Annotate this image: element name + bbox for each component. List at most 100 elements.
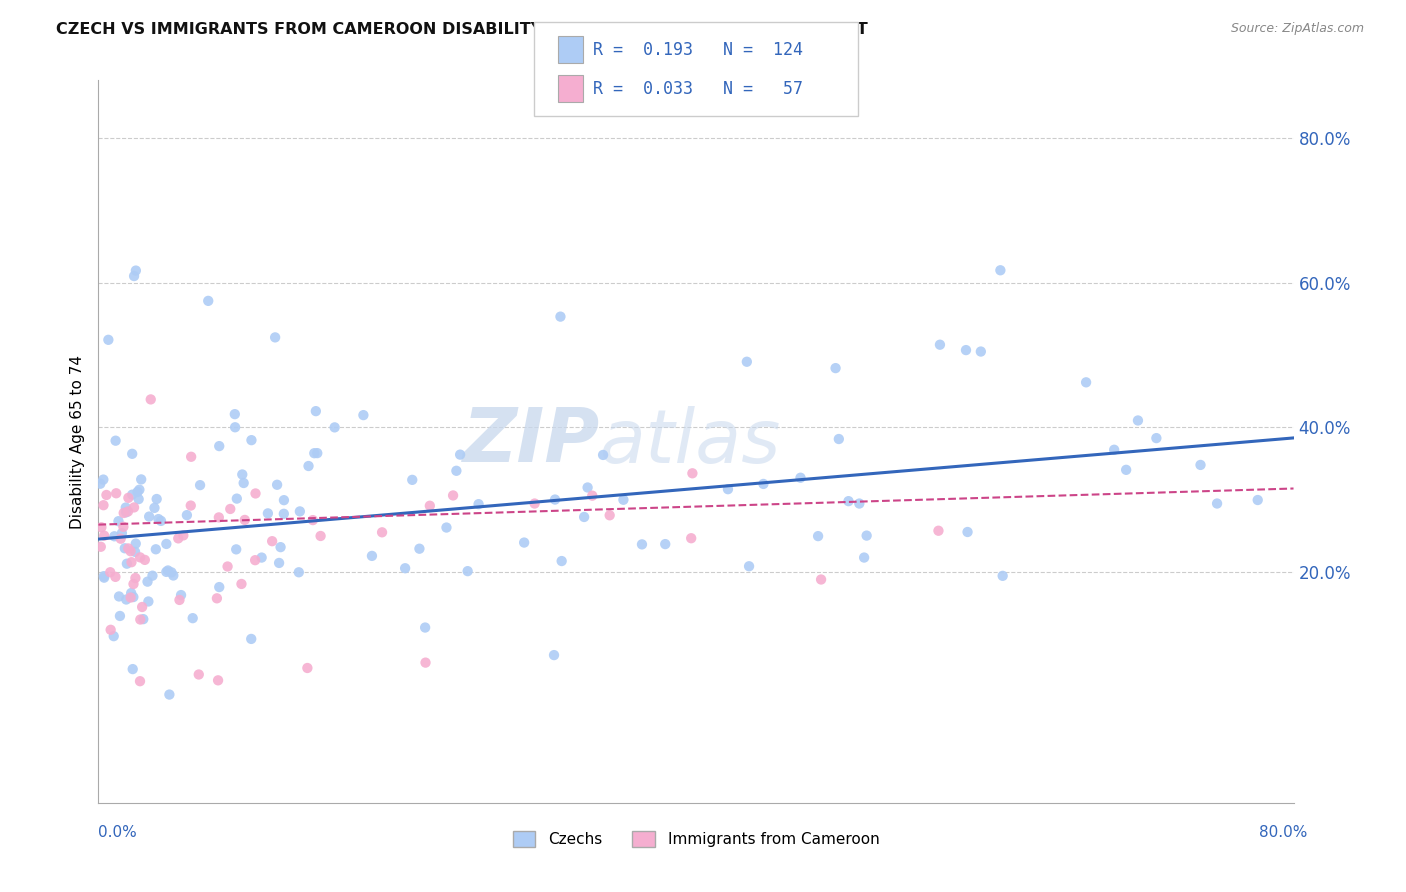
Point <box>273 493 295 508</box>
Point <box>681 467 703 481</box>
Point <box>93 571 115 585</box>
Point <box>401 473 423 487</box>
Point <box>1115 463 1137 477</box>
Point <box>990 263 1012 277</box>
Point <box>415 656 437 670</box>
Point <box>789 471 811 485</box>
Point <box>148 512 170 526</box>
Point <box>837 494 859 508</box>
Point <box>231 577 253 591</box>
Point <box>156 564 179 578</box>
Text: Source: ZipAtlas.com: Source: ZipAtlas.com <box>1230 22 1364 36</box>
Point <box>288 504 311 518</box>
Point <box>352 408 374 422</box>
Point <box>955 343 977 357</box>
Point <box>143 500 166 515</box>
Text: R =  0.033   N =   57: R = 0.033 N = 57 <box>593 79 803 97</box>
Point <box>323 420 346 434</box>
Point <box>273 507 295 521</box>
Point <box>371 525 394 540</box>
Point <box>297 661 319 675</box>
Point <box>250 550 273 565</box>
Point <box>991 569 1014 583</box>
Point <box>125 263 148 277</box>
Point <box>104 570 127 584</box>
Point <box>108 590 131 604</box>
Point <box>121 447 143 461</box>
Point <box>309 529 332 543</box>
Point <box>581 489 603 503</box>
Point <box>145 542 167 557</box>
Point <box>207 673 229 688</box>
Point <box>121 488 143 502</box>
Point <box>205 591 228 606</box>
Point <box>828 432 851 446</box>
Text: 80.0%: 80.0% <box>1260 825 1308 840</box>
Point <box>307 446 329 460</box>
Point <box>1189 458 1212 472</box>
Point <box>436 520 458 534</box>
Point <box>224 407 246 421</box>
Point <box>162 568 184 582</box>
Point <box>170 588 193 602</box>
Point <box>122 500 145 515</box>
Point <box>305 404 328 418</box>
Point <box>138 509 160 524</box>
Point <box>93 498 115 512</box>
Point <box>114 500 136 515</box>
Point <box>139 392 162 407</box>
Point <box>853 550 876 565</box>
Point <box>419 499 441 513</box>
Point <box>125 536 148 550</box>
Point <box>128 492 150 507</box>
Point <box>122 577 145 591</box>
Point <box>120 591 142 605</box>
Point <box>155 565 177 579</box>
Point <box>361 549 384 563</box>
Point <box>180 499 202 513</box>
Point <box>110 532 132 546</box>
Point <box>160 566 183 580</box>
Point <box>599 508 621 523</box>
Point <box>225 542 247 557</box>
Point <box>1126 413 1149 427</box>
Point <box>304 446 326 460</box>
Point <box>89 476 111 491</box>
Point <box>824 361 846 376</box>
Point <box>233 513 256 527</box>
Point <box>112 506 135 520</box>
Point <box>848 497 870 511</box>
Point <box>245 486 267 500</box>
Point <box>408 541 430 556</box>
Point <box>107 514 129 528</box>
Point <box>124 571 146 585</box>
Point <box>735 355 758 369</box>
Point <box>117 541 139 556</box>
Point <box>124 545 146 559</box>
Point <box>134 553 156 567</box>
Point <box>114 541 136 556</box>
Point <box>441 488 464 502</box>
Point <box>176 508 198 522</box>
Point <box>394 561 416 575</box>
Point <box>141 568 163 582</box>
Point <box>855 528 877 542</box>
Y-axis label: Disability Age 65 to 74: Disability Age 65 to 74 <box>69 354 84 529</box>
Legend: Czechs, Immigrants from Cameroon: Czechs, Immigrants from Cameroon <box>506 825 886 853</box>
Point <box>224 420 246 434</box>
Point <box>103 629 125 643</box>
Point <box>413 621 436 635</box>
Point <box>550 554 572 568</box>
Point <box>100 623 122 637</box>
Point <box>128 483 150 497</box>
Point <box>449 448 471 462</box>
Point <box>219 502 242 516</box>
Point <box>120 544 142 558</box>
Point <box>122 268 145 283</box>
Point <box>112 520 135 534</box>
Point <box>717 482 740 496</box>
Point <box>208 580 231 594</box>
Point <box>187 667 209 681</box>
Point <box>225 491 247 506</box>
Point <box>956 524 979 539</box>
